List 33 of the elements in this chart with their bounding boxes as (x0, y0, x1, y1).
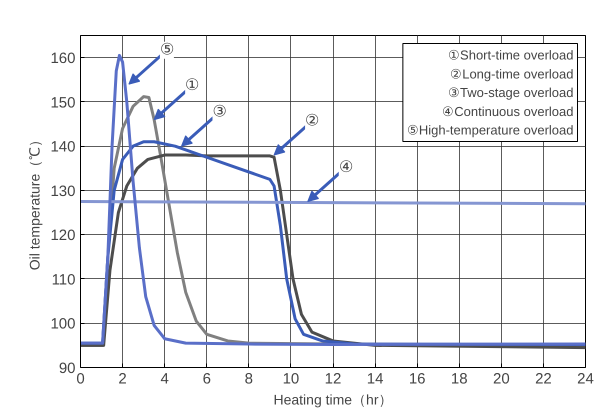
x-tick-label: 24 (577, 370, 594, 388)
annotation: ④ (338, 159, 353, 176)
y-tick-label: 150 (50, 94, 76, 112)
y-axis-title: Oil temperature（℃） (26, 132, 42, 270)
annotation: ② (305, 112, 320, 130)
y-tick-label: 130 (50, 182, 76, 200)
annotation: ③Two-stage overload (448, 85, 574, 100)
y-tick-label: 110 (52, 271, 76, 288)
annotation: ⑤High-temperature overload (406, 122, 574, 138)
x-tick-label: 16 (408, 370, 426, 388)
annotation: ⑤ (160, 42, 174, 59)
x-tick-label: 2 (118, 370, 127, 388)
annotation: ④Continuous overload (442, 104, 574, 119)
y-tick-label: 120 (50, 227, 76, 244)
y-tick-label: 90 (58, 360, 76, 377)
x-tick-label: 6 (202, 370, 211, 388)
x-tick-label: 14 (366, 370, 384, 388)
y-tick-label: 140 (50, 138, 76, 156)
x-axis-title: Heating time（hr） (273, 392, 393, 408)
annotation: ① (185, 77, 200, 94)
annotation: ③ (212, 104, 226, 121)
x-tick-label: 10 (282, 370, 300, 388)
x-tick-label: 22 (535, 370, 552, 388)
annotation: ①Short-time overload (448, 48, 574, 62)
y-tick-label: 100 (50, 316, 76, 333)
x-tick-label: 4 (160, 370, 169, 388)
x-tick-label: 18 (450, 370, 468, 388)
x-tick-label: 0 (76, 370, 85, 388)
x-tick-label: 12 (324, 370, 342, 388)
annotation: ②Long-time overload (450, 66, 574, 82)
y-tick-label: 160 (50, 50, 76, 68)
x-tick-label: 20 (492, 370, 510, 388)
x-tick-label: 8 (244, 370, 254, 388)
